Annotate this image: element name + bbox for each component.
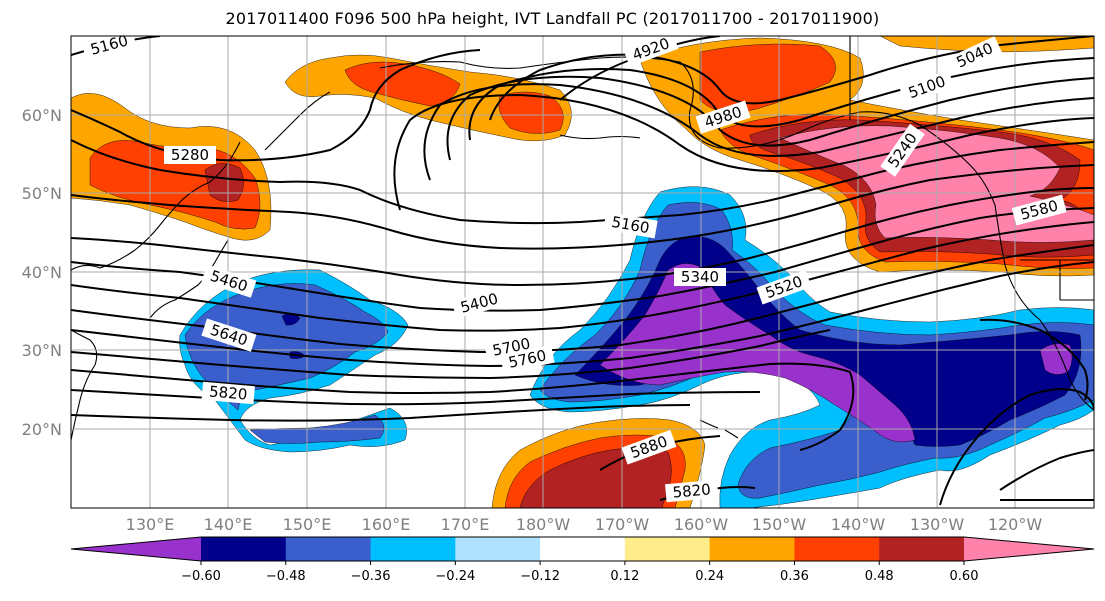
colorbar-tick-label: 0.60 xyxy=(950,569,979,584)
contour-label: 5820 xyxy=(208,382,248,403)
latitude-label: 60°N xyxy=(22,106,62,125)
map-frame xyxy=(70,35,1095,509)
coast-aleutians xyxy=(559,134,641,140)
height-contour xyxy=(71,221,1094,332)
longitude-label: 140°E xyxy=(204,515,253,534)
height-contour xyxy=(71,187,1094,287)
coast-asia-2 xyxy=(71,329,98,441)
height-contour xyxy=(71,389,761,406)
colorbar-tick-label: −0.12 xyxy=(520,569,560,584)
colorbar-swatch xyxy=(201,537,287,561)
contour-label: 5340 xyxy=(681,268,719,286)
height-contour xyxy=(999,449,1094,491)
colorbar-swatches xyxy=(70,536,1095,562)
negative-mid-west xyxy=(184,283,389,411)
latitude-axis: 60°N 50°N 40°N 30°N 20°N xyxy=(22,106,62,439)
colorbar-tick-label: −0.48 xyxy=(266,569,306,584)
colorbar-tick-label: 0.12 xyxy=(610,569,639,584)
height-contour xyxy=(71,404,691,422)
longitude-label: 120°W xyxy=(988,515,1043,534)
coast-japan xyxy=(149,239,229,319)
colorbar-swatch xyxy=(540,537,626,561)
height-contour xyxy=(979,318,1089,401)
positive-core-bering-east xyxy=(498,91,564,134)
longitude-label: 150°E xyxy=(283,515,332,534)
longitude-label: 180°W xyxy=(516,515,571,534)
colorbar-tick-label: 0.24 xyxy=(695,569,724,584)
colorbar-extend-high xyxy=(964,537,1094,561)
colorbar-tick-label: 0.48 xyxy=(865,569,894,584)
height-contour xyxy=(71,139,1094,225)
colorbar-tick-label: −0.24 xyxy=(435,569,475,584)
coast-alaska xyxy=(599,56,1094,411)
colorbar-tick-label: −0.36 xyxy=(351,569,391,584)
coast-asia xyxy=(71,141,241,271)
height-contour xyxy=(423,83,1094,181)
longitude-axis: 130°E 140°E 150°E 160°E 170°E 180°W 170°… xyxy=(126,515,1043,534)
longitude-label: 130°E xyxy=(126,515,175,534)
colorbar-swatch xyxy=(455,537,541,561)
coast-hawaii xyxy=(699,419,739,439)
longitude-label: 170°W xyxy=(595,515,650,534)
longitude-label: 160°E xyxy=(362,515,411,534)
height-contour xyxy=(71,49,481,162)
contour-label: 5280 xyxy=(171,146,209,164)
colorbar-ticks: −0.60 −0.48 −0.36 −0.24 −0.12 0.12 0.24 0.36 0.4… xyxy=(181,561,978,584)
negative-strongest-east xyxy=(1039,343,1073,375)
height-contour xyxy=(71,329,831,380)
positive-dark-west xyxy=(204,163,244,202)
height-contour xyxy=(71,164,1094,250)
colorbar-swatch xyxy=(370,537,456,561)
longitude-label: 170°E xyxy=(441,515,490,534)
colorbar-swatch xyxy=(794,537,880,561)
colorbar-swatch xyxy=(624,537,711,561)
latitude-label: 50°N xyxy=(22,184,62,203)
colorbar-extend-low xyxy=(71,537,201,561)
latitude-label: 20°N xyxy=(22,420,62,439)
colorbar-swatch xyxy=(285,537,372,561)
height-contour xyxy=(71,362,855,451)
longitude-label: 130°W xyxy=(910,515,965,534)
figure-title: 2017011400 F096 500 hPa height, IVT Land… xyxy=(225,9,880,28)
height-contour xyxy=(393,93,1094,211)
colorbar-swatch xyxy=(879,537,965,561)
colorbar-swatch xyxy=(709,537,795,561)
latitude-label: 30°N xyxy=(22,341,62,360)
negative-strongest-region xyxy=(599,263,916,443)
latitude-label: 40°N xyxy=(22,263,62,282)
longitude-label: 150°W xyxy=(752,515,807,534)
colorbar-tick-label: −0.60 xyxy=(181,569,221,584)
longitude-label: 140°W xyxy=(831,515,886,534)
contour-label: 5820 xyxy=(672,480,712,501)
longitude-label: 160°W xyxy=(674,515,729,534)
colorbar-tick-label: 0.36 xyxy=(780,569,809,584)
